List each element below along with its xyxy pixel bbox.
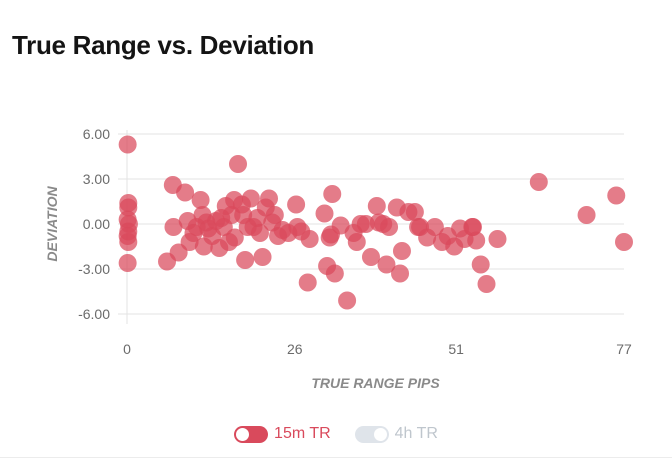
data-point[interactable] [164, 218, 183, 236]
data-point[interactable] [577, 206, 596, 224]
data-point[interactable] [191, 191, 210, 209]
data-point[interactable] [338, 291, 357, 310]
x-axis-label: TRUE RANGE PIPS [311, 375, 440, 391]
data-point[interactable] [265, 206, 284, 224]
data-point[interactable] [241, 189, 260, 208]
data-point[interactable] [236, 251, 255, 269]
data-point[interactable] [361, 248, 380, 266]
data-point[interactable] [477, 275, 496, 293]
toggle-4h-tr[interactable] [354, 425, 389, 443]
data-point[interactable] [250, 224, 269, 242]
x-tick-label: 0 [123, 341, 131, 357]
data-point[interactable] [467, 231, 486, 250]
points [118, 135, 633, 310]
scatter-chart: 6.00 3.00 0.00 -3.00 -6.00 0 26 51 77 DEVIATION… [44, 126, 633, 391]
x-tick-label: 26 [287, 341, 303, 357]
data-point[interactable] [325, 264, 344, 283]
data-point[interactable] [260, 189, 278, 208]
y-axis-ticks: 6.00 3.00 0.00 -3.00 -6.00 [78, 126, 110, 322]
data-point[interactable] [300, 230, 319, 248]
y-tick-label: -3.00 [78, 261, 110, 277]
data-point[interactable] [118, 254, 137, 272]
legend-item-4h-tr[interactable]: 4h TR [354, 425, 438, 443]
legend-item-15m-tr[interactable]: 15m TR [234, 425, 331, 443]
data-point[interactable] [298, 273, 317, 292]
legend-label-15m-tr: 15m TR [274, 425, 331, 442]
data-point[interactable] [229, 155, 248, 173]
data-point[interactable] [488, 230, 507, 248]
x-axis-ticks: 0 26 51 77 [123, 341, 632, 357]
data-point[interactable] [391, 264, 410, 283]
legend: 15m TR 4h TR [0, 425, 672, 443]
data-point[interactable] [377, 255, 396, 274]
data-point[interactable] [287, 195, 306, 214]
data-point[interactable] [347, 233, 366, 251]
x-tick-label: 77 [616, 341, 632, 357]
x-tick-label: 51 [448, 341, 464, 357]
data-point[interactable] [392, 242, 411, 260]
data-point[interactable] [615, 233, 633, 251]
y-axis-label: DEVIATION [44, 186, 60, 262]
data-point[interactable] [118, 135, 137, 154]
toggle-15m-tr[interactable] [234, 425, 269, 443]
data-point[interactable] [405, 203, 424, 221]
chart-title: True Range vs. Deviation [12, 30, 315, 60]
data-point[interactable] [471, 255, 490, 274]
data-point[interactable] [425, 218, 444, 236]
data-point[interactable] [315, 204, 334, 223]
data-point[interactable] [253, 248, 272, 266]
data-point[interactable] [607, 186, 626, 205]
data-point[interactable] [463, 218, 482, 236]
footer-divider [0, 457, 672, 458]
data-point[interactable] [119, 233, 138, 251]
y-tick-label: 6.00 [83, 126, 110, 142]
data-point[interactable] [176, 183, 195, 202]
y-tick-label: 3.00 [83, 171, 110, 187]
data-point[interactable] [323, 185, 342, 203]
y-tick-label: 0.00 [83, 216, 110, 232]
legend-label-4h-tr: 4h TR [394, 425, 438, 442]
data-point[interactable] [380, 218, 399, 236]
data-point[interactable] [225, 228, 244, 247]
data-point[interactable] [367, 197, 386, 215]
data-point[interactable] [529, 173, 548, 191]
y-tick-label: -6.00 [78, 306, 110, 322]
